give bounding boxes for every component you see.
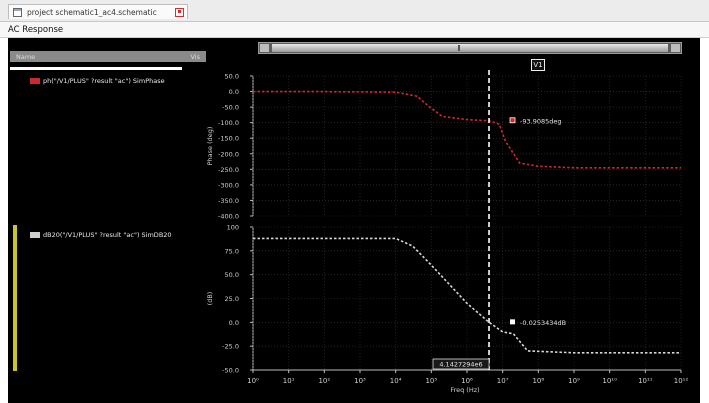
horizontal-scrollbar[interactable]: [258, 42, 682, 54]
window-icon: [13, 7, 22, 17]
x-axis-label: Freq (Hz): [450, 386, 479, 394]
phase-ylabel: Phase (deg): [206, 127, 214, 166]
scrollbar-thumb[interactable]: [272, 44, 668, 52]
magnitude-ytick-label: 75.0: [225, 247, 239, 255]
legend-divider: [10, 67, 182, 70]
magnitude-ytick-label: -50.0: [222, 367, 239, 375]
phase-cursor-marker: [509, 117, 516, 124]
legend-header-name: Name: [16, 52, 36, 61]
cursor-x-readout: 4.1427294e6: [439, 361, 482, 369]
magnitude-cursor-readout: -0.0253434dB: [520, 319, 566, 327]
magnitude-ytick-label: 50.0: [225, 271, 239, 279]
phase-strip: 50.0 0.0 -50.0 -100.0 -150.0 -200.0 -250.0 -300…: [206, 73, 682, 221]
ac-response-plot[interactable]: 50.0 0.0 -50.0 -100.0 -150.0 -200.0 -250.0 -300…: [8, 38, 700, 403]
xtick-label: 10⁴: [390, 377, 402, 385]
legend-entry-phase-label: ph("/V1/PLUS" ?result "ac") SimPhase: [43, 77, 165, 85]
phase-ytick-label: -300.0: [218, 181, 239, 189]
legend-entry-magnitude-label: dB20("/V1/PLUS" ?result "ac") SimDB20: [43, 231, 172, 239]
magnitude-ytick-label: -25.0: [222, 343, 239, 351]
waveform-panel: Name Vis ph("/V1/PLUS" ?result "ac") Sim…: [8, 38, 700, 403]
magnitude-cursor-marker: [510, 319, 516, 325]
legend-entry-phase[interactable]: ph("/V1/PLUS" ?result "ac") SimPhase: [30, 77, 203, 85]
xtick-label: 10⁷: [497, 377, 509, 385]
panel-title-bar: AC Response: [0, 22, 709, 38]
legend-header-vis: Vis: [190, 52, 201, 61]
magnitude-ylabel: (dB): [206, 292, 214, 306]
magnitude-ytick-label: 100: [227, 224, 239, 232]
xtick-label: 10¹: [283, 377, 295, 385]
panel-title: AC Response: [8, 24, 64, 35]
vertical-cursor-label[interactable]: V1: [531, 59, 545, 71]
phase-cursor-readout: -93.9085deg: [520, 117, 561, 125]
xtick-label: 10⁰: [247, 377, 259, 385]
magnitude-strip: 100 75.0 50.0 25.0 0.0 -25.0 -50.0 (dB): [206, 224, 682, 375]
xtick-label: 10⁶: [461, 377, 473, 385]
xtick-label: 10¹²: [674, 377, 689, 385]
xtick-label: 10¹⁰: [602, 377, 617, 385]
phase-trace-swatch: [30, 78, 40, 84]
tab-title: project schematic1_ac4.schematic: [27, 7, 157, 17]
phase-ytick-label: -350.0: [218, 197, 239, 205]
legend-entry-magnitude[interactable]: dB20("/V1/PLUS" ?result "ac") SimDB20: [30, 231, 203, 239]
phase-ytick-label: -100.0: [218, 119, 239, 127]
phase-ytick-label: 0.0: [229, 88, 239, 96]
xtick-label: 10³: [354, 377, 366, 385]
scroll-left-arrow-icon[interactable]: [260, 44, 269, 52]
phase-ytick-label: -50.0: [222, 104, 239, 112]
strip-selection-marker: [13, 225, 17, 371]
scroll-right-arrow-icon[interactable]: [671, 44, 680, 52]
scrollbar-grip-icon: [458, 45, 460, 51]
xtick-label: 10⁵: [425, 377, 437, 385]
xtick-label: 10⁹: [568, 377, 580, 385]
phase-ytick-label: 50.0: [225, 73, 239, 81]
xtick-label: 10⁸: [532, 377, 544, 385]
legend-header: Name Vis: [10, 51, 206, 62]
phase-ytick-label: -200.0: [218, 150, 239, 158]
xtick-label: 10¹¹: [638, 377, 653, 385]
document-tab[interactable]: project schematic1_ac4.schematic: [8, 4, 188, 19]
phase-ytick-label: -150.0: [218, 135, 239, 143]
phase-trace: [253, 90, 681, 169]
phase-ytick-label: -400.0: [218, 213, 239, 221]
magnitude-trace-swatch: [30, 232, 40, 238]
close-tab-icon[interactable]: [175, 7, 184, 17]
xtick-label: 10²: [318, 377, 330, 385]
window-tab-bar: project schematic1_ac4.schematic: [0, 0, 709, 22]
magnitude-trace: [253, 237, 681, 354]
cursor-x-readout-box: [432, 358, 490, 370]
phase-ytick-label: -250.0: [218, 166, 239, 174]
magnitude-ytick-label: 25.0: [225, 295, 239, 303]
magnitude-ytick-label: 0.0: [229, 319, 239, 327]
